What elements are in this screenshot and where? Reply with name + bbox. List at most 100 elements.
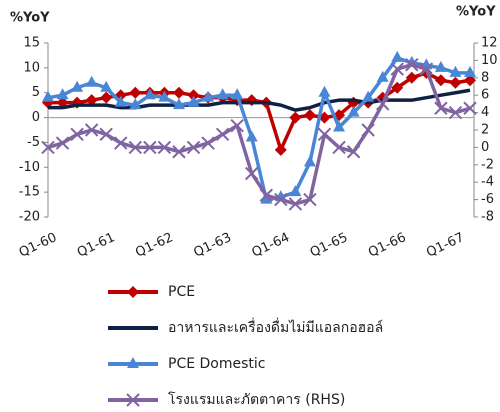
marker — [332, 140, 346, 155]
marker — [317, 127, 332, 142]
marker — [390, 62, 404, 76]
marker — [361, 123, 375, 137]
marker — [99, 127, 113, 142]
marker — [405, 71, 418, 84]
marker — [114, 95, 127, 107]
marker — [172, 98, 185, 110]
marker — [375, 97, 390, 111]
marker — [70, 127, 84, 142]
marker — [434, 74, 447, 87]
y-tick-label: 10 — [23, 60, 40, 75]
series — [42, 50, 476, 204]
marker — [260, 192, 273, 204]
marker — [129, 98, 142, 110]
y-tick-label: -15 — [19, 185, 40, 200]
line — [48, 88, 471, 112]
marker — [289, 111, 302, 124]
marker — [55, 136, 70, 150]
marker — [303, 109, 316, 122]
y-tick-label: 0 — [32, 110, 40, 125]
y2-tick-label: 8 — [481, 70, 489, 85]
marker — [56, 88, 69, 100]
series — [48, 88, 471, 112]
marker — [346, 145, 361, 159]
marker — [463, 101, 477, 115]
marker — [216, 88, 229, 100]
marker — [303, 155, 316, 167]
marker — [231, 88, 244, 100]
marker — [464, 74, 476, 87]
y-tick-label: 15 — [23, 36, 40, 51]
y-tick-label: -10 — [19, 160, 40, 175]
y2-tick-label: 12 — [481, 36, 498, 51]
marker — [127, 357, 139, 368]
marker — [245, 166, 259, 181]
marker — [84, 123, 99, 137]
y-tick-label: -5 — [27, 135, 40, 150]
legend-label: อาหารและเครื่องดื่มไม่มีแอลกอฮอล์ — [168, 318, 383, 336]
x-tick-label: Q1-61 — [75, 230, 117, 260]
marker — [391, 81, 404, 94]
marker — [201, 136, 215, 150]
marker — [172, 145, 186, 159]
y2-tick-label: -2 — [481, 157, 494, 172]
y2-tick-label: -4 — [481, 175, 494, 190]
marker — [100, 80, 113, 92]
marker — [187, 95, 200, 107]
marker — [434, 101, 448, 115]
marker — [100, 91, 113, 104]
marker — [259, 188, 273, 202]
marker — [71, 80, 84, 92]
y2-tick-label: 2 — [481, 123, 489, 138]
marker — [85, 75, 98, 87]
y2-tick-label: -8 — [481, 210, 494, 225]
marker — [172, 86, 185, 99]
marker — [126, 393, 140, 407]
y2-tick-label: 10 — [481, 53, 498, 68]
marker — [114, 136, 128, 150]
marker — [274, 143, 287, 156]
marker — [85, 94, 98, 107]
x-tick-label: Q1-67 — [424, 230, 466, 260]
x-tick-label: Q1-63 — [191, 230, 233, 260]
y-axis-title: %YoY — [10, 11, 50, 26]
y2-tick-label: 6 — [481, 88, 489, 103]
y2-tick-label: 4 — [481, 105, 489, 120]
marker — [129, 86, 142, 99]
marker — [318, 85, 331, 97]
marker — [187, 89, 200, 102]
marker — [274, 192, 288, 207]
marker — [143, 140, 157, 155]
legend-label: PCE Domestic — [168, 356, 265, 372]
x-tick-label: Q1-60 — [17, 230, 59, 260]
marker — [215, 127, 230, 142]
marker — [405, 58, 419, 72]
series — [41, 58, 477, 211]
legend-label: โรงแรมและภัตตาคาร (RHS) — [168, 391, 345, 408]
marker — [42, 90, 54, 102]
y2-tick-label: 0 — [481, 140, 489, 155]
marker — [362, 90, 375, 102]
marker — [333, 120, 346, 132]
marker — [434, 60, 447, 72]
y-tick-label: 5 — [32, 85, 40, 100]
line — [47, 63, 471, 206]
marker — [245, 130, 258, 142]
marker — [56, 96, 69, 109]
y-tick-label: -20 — [19, 210, 40, 225]
marker — [419, 62, 434, 76]
marker — [128, 140, 143, 155]
y2-tick-label: -6 — [481, 192, 494, 207]
marker — [449, 76, 462, 89]
marker — [143, 88, 156, 100]
marker — [347, 105, 360, 117]
marker — [289, 185, 302, 197]
marker — [464, 65, 476, 77]
marker — [186, 140, 201, 155]
marker — [288, 197, 303, 211]
marker — [391, 50, 404, 62]
marker — [41, 140, 55, 155]
legend-label: PCE — [168, 284, 195, 300]
x-tick-label: Q1-65 — [308, 230, 350, 260]
